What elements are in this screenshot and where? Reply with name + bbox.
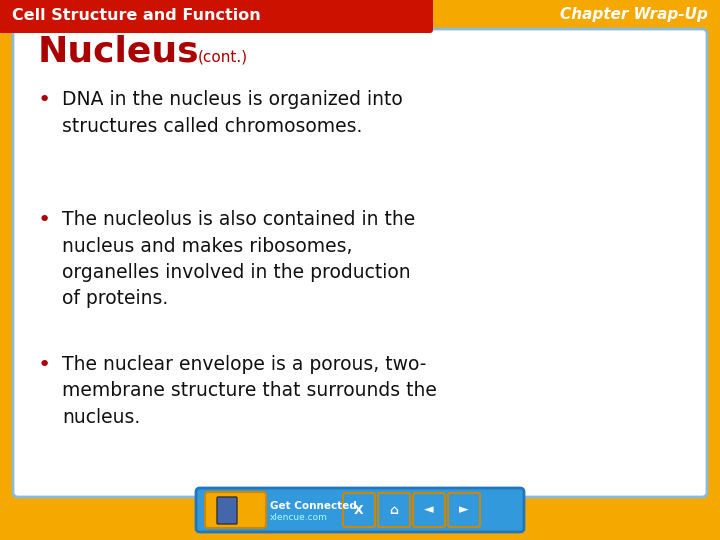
Text: Cell Structure and Function: Cell Structure and Function xyxy=(12,8,261,23)
Text: The nucleolus is also contained in the
nucleus and makes ribosomes,
organelles i: The nucleolus is also contained in the n… xyxy=(62,210,415,308)
Text: •: • xyxy=(38,210,51,230)
Text: The nuclear envelope is a porous, two-
membrane structure that surrounds the
nuc: The nuclear envelope is a porous, two- m… xyxy=(62,355,437,427)
FancyBboxPatch shape xyxy=(343,493,375,527)
Text: Nucleus: Nucleus xyxy=(38,35,199,69)
FancyBboxPatch shape xyxy=(13,29,707,497)
FancyBboxPatch shape xyxy=(0,0,433,33)
Text: Chapter Wrap-Up: Chapter Wrap-Up xyxy=(560,8,708,23)
Text: Get Connected: Get Connected xyxy=(270,501,357,511)
Text: (cont.): (cont.) xyxy=(198,50,248,64)
FancyBboxPatch shape xyxy=(196,488,524,532)
FancyBboxPatch shape xyxy=(205,492,266,528)
FancyBboxPatch shape xyxy=(413,493,445,527)
Text: DNA in the nucleus is organized into
structures called chromosomes.: DNA in the nucleus is organized into str… xyxy=(62,90,402,136)
FancyBboxPatch shape xyxy=(448,493,480,527)
Text: •: • xyxy=(38,90,51,110)
Text: ►: ► xyxy=(459,503,469,516)
Text: ⌂: ⌂ xyxy=(390,503,398,516)
Text: X: X xyxy=(354,503,364,516)
FancyBboxPatch shape xyxy=(217,497,237,524)
Text: ◄: ◄ xyxy=(424,503,434,516)
FancyBboxPatch shape xyxy=(378,493,410,527)
Text: •: • xyxy=(38,355,51,375)
Text: xlencue.com: xlencue.com xyxy=(270,514,328,523)
